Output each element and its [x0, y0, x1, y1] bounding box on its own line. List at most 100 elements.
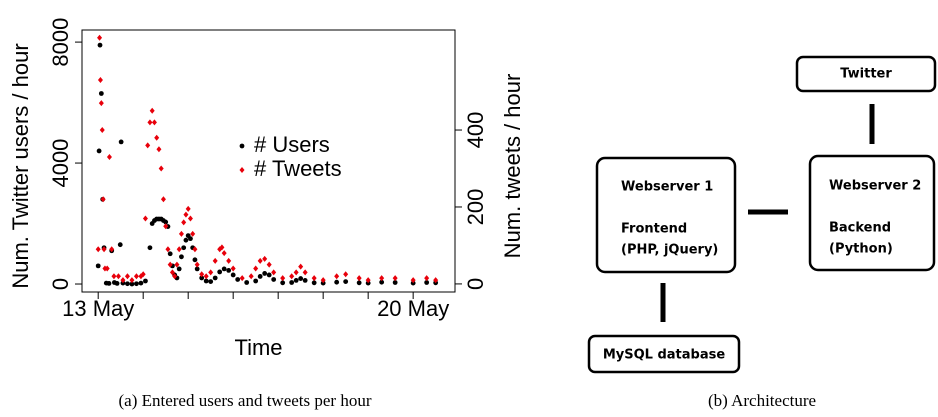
- point: [226, 257, 232, 264]
- point: [95, 263, 101, 269]
- point: [104, 265, 110, 272]
- point: [271, 269, 277, 276]
- diagram: Twitter Webserver 2 Backend (Python) Web…: [587, 55, 937, 374]
- point: [289, 273, 295, 280]
- x-tick-label: 13 May: [62, 296, 134, 321]
- point: [334, 279, 340, 285]
- point: [266, 272, 272, 278]
- point: [129, 277, 135, 284]
- node-box: [808, 154, 936, 272]
- point: [163, 223, 169, 230]
- point: [120, 277, 126, 284]
- point: [343, 271, 349, 278]
- y-tick-label: 4000: [48, 139, 73, 188]
- point: [199, 271, 205, 278]
- node-label: Webserver 2: [829, 179, 921, 194]
- node-label: Frontend: [621, 222, 687, 237]
- legend-label: # Tweets: [254, 156, 342, 181]
- point: [302, 277, 308, 283]
- point: [320, 277, 326, 284]
- point: [106, 153, 112, 160]
- point: [239, 143, 245, 149]
- point: [183, 211, 189, 218]
- point: [111, 273, 117, 280]
- point: [156, 146, 162, 153]
- point: [98, 91, 104, 96]
- plot-frame: [81, 29, 456, 293]
- node-label: Twitter: [840, 67, 892, 82]
- point: [96, 148, 102, 154]
- point: [160, 196, 166, 203]
- point: [334, 273, 340, 280]
- point: [253, 278, 259, 284]
- point: [262, 271, 268, 276]
- point: [302, 269, 308, 276]
- point: [194, 261, 200, 268]
- caption: (b) Architecture: [708, 391, 816, 410]
- point: [190, 230, 196, 237]
- point: [343, 279, 349, 284]
- point: [118, 139, 124, 145]
- point: [212, 257, 218, 264]
- point: [101, 246, 107, 253]
- point: [298, 263, 304, 270]
- y-tick-label: 0: [48, 278, 73, 290]
- point: [219, 244, 225, 251]
- node-box: [587, 334, 741, 374]
- node-label: MySQL database: [603, 348, 726, 363]
- point: [212, 275, 218, 281]
- point: [167, 251, 173, 257]
- point: [181, 219, 187, 226]
- point: [230, 265, 236, 272]
- point: [98, 100, 104, 107]
- node-label: Webserver 1: [621, 180, 713, 195]
- point: [106, 281, 112, 286]
- point: [356, 275, 362, 282]
- point: [311, 280, 317, 286]
- point: [120, 280, 126, 286]
- point: [379, 275, 385, 282]
- point: [293, 269, 299, 276]
- point: [142, 215, 148, 222]
- point: [253, 265, 259, 272]
- point: [208, 269, 214, 276]
- point: [266, 261, 272, 268]
- x-axis-label: Time: [234, 335, 282, 360]
- y2-tick-label: 0: [463, 278, 488, 290]
- node-label: Backend: [829, 221, 891, 236]
- point: [154, 134, 160, 141]
- point: [379, 279, 385, 285]
- point: [392, 275, 398, 282]
- point: [147, 245, 153, 251]
- point: [280, 275, 286, 282]
- point: [188, 236, 193, 242]
- point: [97, 42, 103, 48]
- point: [172, 273, 178, 280]
- point: [117, 242, 123, 248]
- point: [181, 245, 187, 251]
- point: [365, 280, 371, 286]
- point: [221, 250, 227, 257]
- point: [149, 107, 155, 114]
- point: [145, 142, 151, 149]
- point: [320, 280, 326, 286]
- legend-label: # Users: [254, 132, 330, 157]
- point: [187, 215, 193, 222]
- point: [176, 246, 182, 253]
- point: [125, 281, 130, 287]
- point: [311, 275, 317, 282]
- point: [178, 230, 184, 237]
- point: [114, 281, 120, 286]
- point: [262, 255, 268, 262]
- point: [239, 167, 245, 173]
- point: [221, 266, 227, 272]
- point: [248, 273, 254, 280]
- point: [199, 275, 205, 281]
- point: [192, 257, 198, 263]
- y2-tick-label: 400: [463, 112, 488, 149]
- point: [147, 119, 153, 126]
- point: [392, 280, 398, 285]
- point: [194, 266, 200, 272]
- node-label: (Python): [829, 242, 893, 257]
